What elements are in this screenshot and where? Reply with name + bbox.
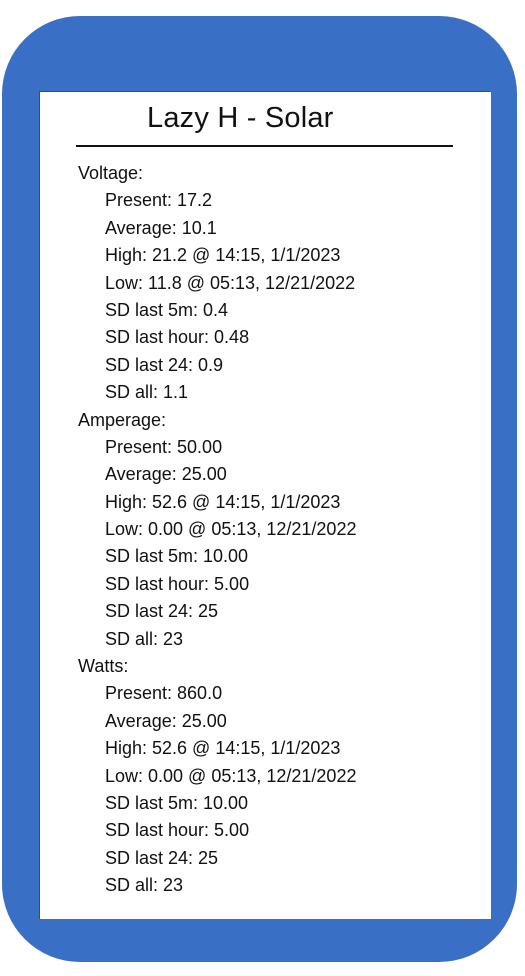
amperage-heading: Amperage:	[78, 409, 167, 430]
amperage-sd-last-hour: SD last hour: 5.00	[105, 573, 250, 594]
stats-list: Voltage: Present: 17.2 Average: 10.1 Hig…	[78, 160, 483, 900]
watts-sd-last-24: SD last 24: 25	[105, 847, 219, 868]
amperage-average: Average: 25.00	[105, 464, 227, 485]
voltage-group: Voltage: Present: 17.2 Average: 10.1 Hig…	[78, 160, 483, 407]
screen: Lazy H - Solar Voltage: Present: 17.2 Av…	[39, 91, 491, 919]
watts-sd-last-hour: SD last hour: 5.00	[105, 820, 250, 841]
title-divider	[76, 145, 453, 147]
watts-average: Average: 25.00	[105, 710, 227, 731]
watts-group: Watts: Present: 860.0 Average: 25.00 Hig…	[78, 653, 483, 900]
device-frame: Lazy H - Solar Voltage: Present: 17.2 Av…	[2, 16, 517, 962]
watts-heading: Watts:	[78, 656, 129, 677]
watts-low: Low: 0.00 @ 05:13, 12/21/2022	[105, 765, 357, 786]
voltage-average: Average: 10.1	[105, 217, 217, 238]
amperage-high: High: 52.6 @ 14:15, 1/1/2023	[105, 491, 341, 512]
watts-present: Present: 860.0	[105, 683, 223, 704]
page-title: Lazy H - Solar	[147, 102, 334, 134]
voltage-sd-last-hour: SD last hour: 0.48	[105, 327, 250, 348]
voltage-low: Low: 11.8 @ 05:13, 12/21/2022	[105, 272, 356, 293]
watts-sd-all: SD all: 23	[105, 875, 184, 896]
voltage-high: High: 21.2 @ 14:15, 1/1/2023	[105, 245, 341, 266]
watts-sd-last-5m: SD last 5m: 10.00	[105, 792, 249, 813]
amperage-sd-last-5m: SD last 5m: 10.00	[105, 546, 249, 567]
watts-high: High: 52.6 @ 14:15, 1/1/2023	[105, 738, 341, 759]
voltage-sd-all: SD all: 1.1	[105, 382, 189, 403]
voltage-present: Present: 17.2	[105, 190, 213, 211]
voltage-sd-last-24: SD last 24: 0.9	[105, 354, 224, 375]
amperage-low: Low: 0.00 @ 05:13, 12/21/2022	[105, 519, 357, 540]
amperage-present: Present: 50.00	[105, 436, 223, 457]
voltage-sd-last-5m: SD last 5m: 0.4	[105, 299, 229, 320]
amperage-group: Amperage: Present: 50.00 Average: 25.00 …	[78, 407, 483, 654]
amperage-sd-all: SD all: 23	[105, 628, 184, 649]
voltage-heading: Voltage:	[78, 163, 144, 183]
amperage-sd-last-24: SD last 24: 25	[105, 601, 219, 622]
